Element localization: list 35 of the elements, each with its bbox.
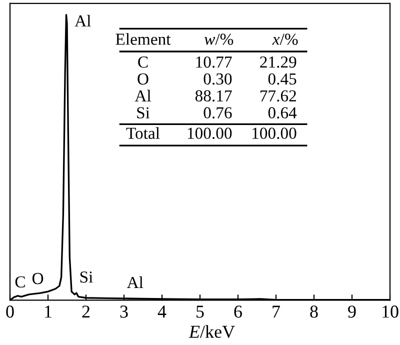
annotation: x/% [272,34,298,45]
annotation: 0.64 [268,107,297,119]
annotation: Al [126,276,144,288]
annotation: O [32,272,44,284]
x-axis-title: E/keV [188,325,235,338]
x-tick-label: 7 [272,306,280,318]
x-tick-label: 1 [45,306,52,318]
x-tick-label: 8 [310,306,318,318]
annotation: Al [134,90,151,102]
annotation: O [138,73,148,85]
x-tick-label: 9 [348,306,356,318]
annotation: Si [137,107,150,118]
x-tick-label: 2 [82,306,90,318]
x-tick-label: 6 [234,306,242,318]
annotation: Total [126,127,160,139]
annotation: 77.62 [260,90,296,102]
annotation: w/% [204,34,234,45]
annotation: Element [116,33,171,45]
x-tick-label: 4 [158,306,166,318]
annotation: Al [74,14,91,26]
annotation: Si [80,271,93,283]
annotation: 21.29 [260,56,296,68]
annotation: 10.77 [196,56,232,68]
x-tick-label: 5 [196,306,204,318]
annotation: C [15,276,25,288]
x-tick-label: 3 [120,306,128,318]
annotation: 0.76 [204,107,232,119]
x-tick-label: 0 [6,306,14,318]
annotation: 0.30 [204,73,232,85]
annotation: 88.17 [195,90,232,102]
x-tick-label: 10 [382,306,398,318]
annotation: 100.00 [188,128,232,139]
annotation: 100.00 [252,128,296,139]
annotation: 0.45 [268,73,296,85]
annotation: C [138,56,148,68]
